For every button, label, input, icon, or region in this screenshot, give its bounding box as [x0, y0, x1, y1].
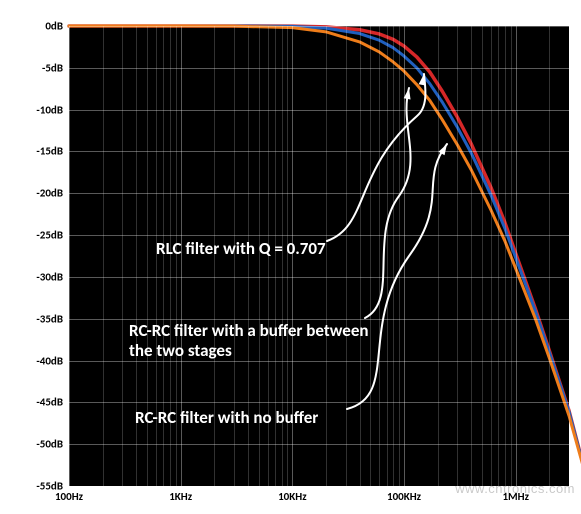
curves-svg: [69, 26, 569, 486]
gridline-h: [69, 193, 569, 194]
gridline-v: [147, 26, 148, 486]
gridline-v: [214, 26, 215, 486]
watermark: www.cntronics.com: [455, 481, 575, 496]
gridline-h: [69, 361, 569, 362]
gridline-v: [387, 26, 388, 486]
gridline-v: [360, 26, 361, 486]
gridline-v: [549, 26, 550, 486]
gridline-h: [69, 235, 569, 236]
y-tick-label: -20dB: [36, 187, 63, 200]
y-tick-label: -45dB: [36, 396, 63, 409]
y-tick-label: -10dB: [36, 103, 63, 116]
gridline-v: [516, 26, 517, 486]
gridline-v: [370, 26, 371, 486]
gridline-v: [234, 26, 235, 486]
gridline-h: [69, 402, 569, 403]
gridline-v: [282, 26, 283, 486]
gridline-v: [511, 26, 512, 486]
gridline-h: [69, 68, 569, 69]
gridline-h: [69, 151, 569, 152]
y-tick-label: -5dB: [42, 61, 63, 74]
gridline-v: [326, 26, 327, 486]
gridline-v: [399, 26, 400, 486]
y-tick-label: -25dB: [36, 229, 63, 242]
x-tick-label: 100KHz: [387, 490, 421, 503]
gridline-v: [136, 26, 137, 486]
y-tick-label: -15dB: [36, 145, 63, 158]
y-tick-label: -30dB: [36, 270, 63, 283]
gridline-v: [275, 26, 276, 486]
x-tick-label: 1KHz: [169, 490, 192, 503]
gridline-v: [292, 26, 293, 486]
gridline-v: [379, 26, 380, 486]
gridline-h: [69, 444, 569, 445]
gridline-v: [404, 26, 405, 486]
x-tick-label: 100Hz: [55, 490, 83, 503]
gridline-v: [268, 26, 269, 486]
y-tick-label: 0dB: [45, 20, 63, 33]
x-tick-label: 10KHz: [278, 490, 306, 503]
gridline-v: [181, 26, 182, 486]
plot-area: 0dB-5dB-10dB-15dB-20dB-25dB-30dB-35dB-40…: [69, 26, 569, 486]
gridline-v: [103, 26, 104, 486]
gridline-v: [69, 26, 70, 486]
gridline-v: [163, 26, 164, 486]
gridline-v: [438, 26, 439, 486]
gridline-v: [248, 26, 249, 486]
gridline-v: [457, 26, 458, 486]
gridline-h: [69, 319, 569, 320]
gridline-v: [122, 26, 123, 486]
gridline-h: [69, 277, 569, 278]
chart-container: 0dB -5dB -10dB -15dB -20dB -25dB -30dB -35dB -40…: [14, 10, 564, 500]
gridline-v: [569, 26, 570, 486]
y-tick-label: -35dB: [36, 312, 63, 325]
gridline-v: [498, 26, 499, 486]
gridline-v: [259, 26, 260, 486]
gridline-v: [393, 26, 394, 486]
gridline-v: [346, 26, 347, 486]
gridline-h: [69, 26, 569, 27]
gridline-v: [287, 26, 288, 486]
gridline-v: [505, 26, 506, 486]
gridline-v: [156, 26, 157, 486]
gridline-v: [170, 26, 171, 486]
y-tick-label: -50dB: [36, 438, 63, 451]
gridline-v: [491, 26, 492, 486]
gridline-v: [471, 26, 472, 486]
gridline-v: [176, 26, 177, 486]
gridline-h: [69, 110, 569, 111]
y-tick-label: -40dB: [36, 354, 63, 367]
gridline-v: [482, 26, 483, 486]
